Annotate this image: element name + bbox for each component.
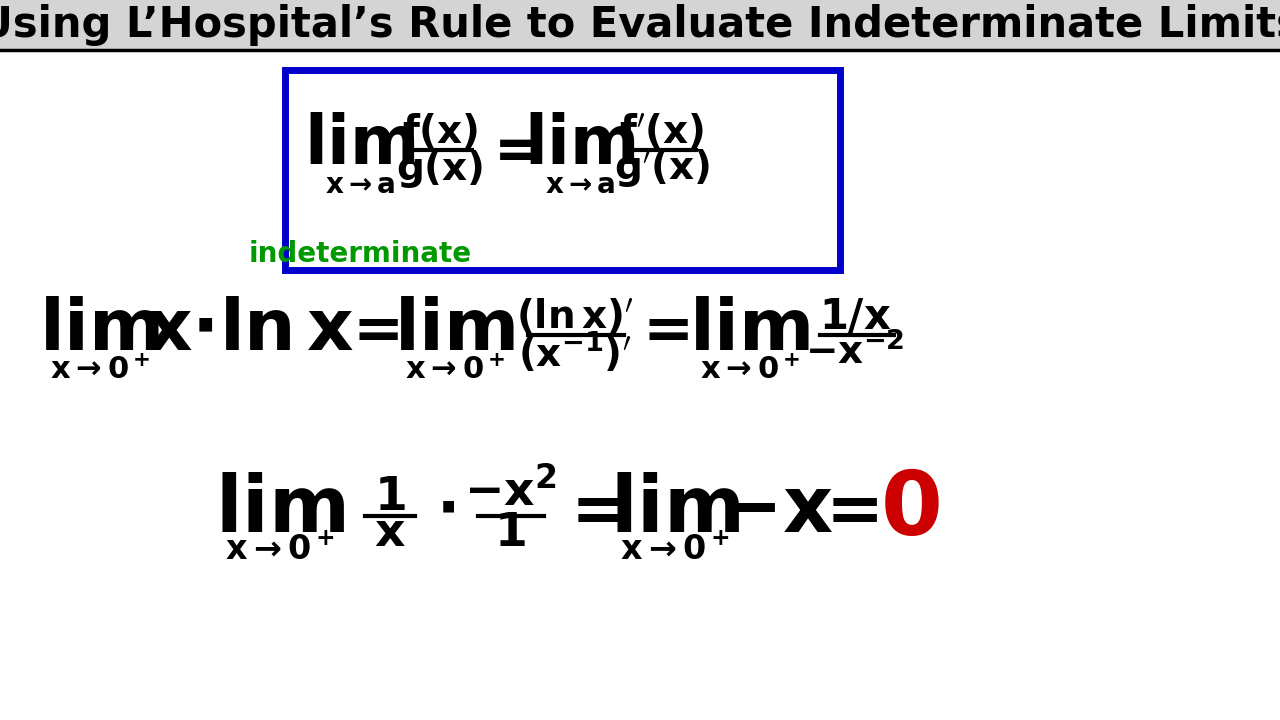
Text: $\mathbf{1}$: $\mathbf{1}$	[494, 511, 526, 557]
Text: $\mathbf{1/x}$: $\mathbf{1/x}$	[819, 296, 891, 338]
Text: $\mathbf{x \rightarrow 0^+}$: $\mathbf{x \rightarrow 0^+}$	[620, 534, 730, 567]
Text: $\mathbf{-x}$: $\mathbf{-x}$	[717, 472, 833, 548]
Text: $\mathbf{g(x)}$: $\mathbf{g(x)}$	[397, 148, 484, 190]
Text: $\mathbf{x \rightarrow a}$: $\mathbf{x \rightarrow a}$	[545, 171, 616, 199]
Text: $\mathbf{x \rightarrow 0^+}$: $\mathbf{x \rightarrow 0^+}$	[404, 356, 506, 384]
Bar	[285, 70, 840, 270]
Text: $\mathbf{=}$: $\mathbf{=}$	[557, 477, 623, 544]
Text: $\mathbf{=}$: $\mathbf{=}$	[340, 300, 399, 359]
Text: $\mathbf{-x^{-2}}$: $\mathbf{-x^{-2}}$	[805, 332, 905, 372]
Text: $\mathbf{x{\cdot}ln\,x}$: $\mathbf{x{\cdot}ln\,x}$	[145, 295, 355, 364]
Text: $\mathbf{lim}$: $\mathbf{lim}$	[524, 112, 636, 178]
Text: $\mathbf{f(x)}$: $\mathbf{f(x)}$	[402, 112, 479, 151]
Text: $\mathbf{=}$: $\mathbf{=}$	[631, 300, 690, 359]
Text: $\mathbf{lim}$: $\mathbf{lim}$	[690, 295, 810, 364]
Text: $\mathbf{x \rightarrow 0^+}$: $\mathbf{x \rightarrow 0^+}$	[700, 356, 800, 384]
Text: $\mathbf{(ln\,x)'}$: $\mathbf{(ln\,x)'}$	[516, 297, 634, 336]
Text: $\mathbf{lim}$: $\mathbf{lim}$	[394, 295, 516, 364]
Text: $\mathbf{1}$: $\mathbf{1}$	[374, 474, 406, 520]
Text: $\mathbf{lim}$: $\mathbf{lim}$	[215, 472, 346, 548]
Text: $\mathbf{\cdot}$: $\mathbf{\cdot}$	[435, 480, 454, 539]
Bar	[0, 0, 1280, 50]
Text: $\mathbf{g'(x)}$: $\mathbf{g'(x)}$	[614, 148, 710, 190]
Text: $\mathbf{lim}$: $\mathbf{lim}$	[609, 472, 740, 548]
Text: $\mathbf{x \rightarrow 0^+}$: $\mathbf{x \rightarrow 0^+}$	[50, 356, 150, 384]
Text: $\mathbf{0}$: $\mathbf{0}$	[881, 467, 940, 554]
Text: $\mathbf{f'(x)}$: $\mathbf{f'(x)}$	[620, 112, 704, 151]
Text: indeterminate: indeterminate	[248, 240, 471, 268]
Text: $\mathbf{lim}$: $\mathbf{lim}$	[305, 112, 416, 178]
Text: $\mathbf{x}$: $\mathbf{x}$	[374, 511, 406, 557]
Text: $\mathbf{-x^{2}}$: $\mathbf{-x^{2}}$	[463, 469, 557, 516]
Text: $\mathbf{(x^{-1})'}$: $\mathbf{(x^{-1})'}$	[518, 330, 631, 374]
Text: Using L’Hospital’s Rule to Evaluate Indeterminate Limits: Using L’Hospital’s Rule to Evaluate Inde…	[0, 4, 1280, 46]
Text: $\mathbf{x \rightarrow a}$: $\mathbf{x \rightarrow a}$	[325, 171, 396, 199]
Text: $\mathbf{=}$: $\mathbf{=}$	[483, 122, 538, 179]
Text: $\mathbf{lim}$: $\mathbf{lim}$	[40, 295, 160, 364]
Text: $\mathbf{x \rightarrow 0^+}$: $\mathbf{x \rightarrow 0^+}$	[225, 534, 335, 567]
Text: $\mathbf{=}$: $\mathbf{=}$	[812, 477, 878, 544]
